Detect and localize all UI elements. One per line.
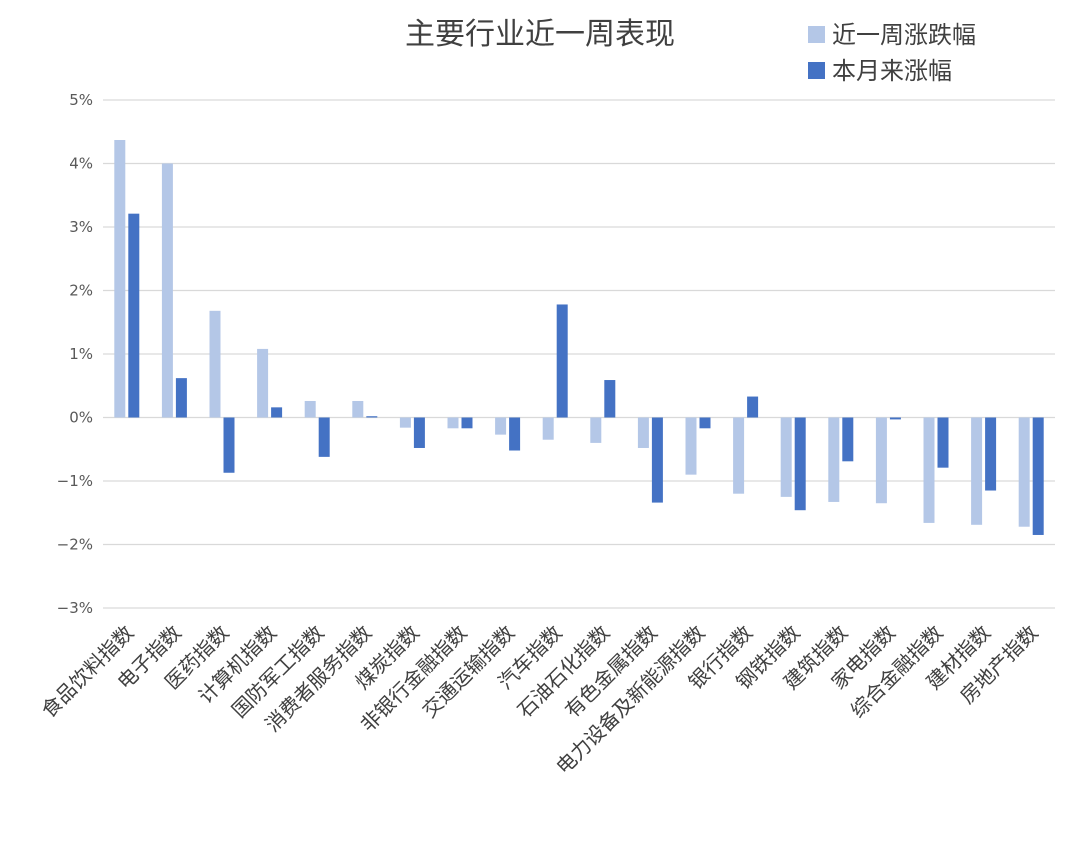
bar-series-1-4 — [304, 400, 316, 418]
bar-series-2-1 — [175, 378, 187, 418]
y-tick-label: −1% — [57, 472, 93, 490]
bar-series-1-17 — [923, 417, 935, 523]
x-axis-ticks: 食品饮料指数电子指数医药指数计算机指数国防军工指数消费者服务指数煤炭指数非银行金… — [37, 621, 1043, 779]
legend-label-1: 近一周涨跌幅 — [832, 21, 976, 49]
grid-lines — [103, 99, 1055, 609]
y-tick-label: 5% — [69, 91, 93, 109]
bar-series-1-16 — [875, 417, 887, 504]
bar-series-2-3 — [271, 407, 283, 418]
bar-series-1-6 — [399, 417, 411, 428]
bar-series-2-11 — [651, 417, 663, 503]
bar-series-1-18 — [971, 417, 983, 525]
bar-series-2-2 — [223, 417, 235, 473]
bar-series-1-5 — [352, 400, 364, 418]
bar-series-1-0 — [114, 140, 126, 418]
y-tick-label: 0% — [69, 409, 93, 427]
bar-series-1-9 — [542, 417, 554, 440]
bar-series-2-5 — [366, 416, 378, 418]
bar-series-2-14 — [794, 417, 806, 511]
y-tick-label: −3% — [57, 599, 93, 617]
bar-series-2-15 — [842, 417, 854, 462]
bar-series-2-8 — [509, 417, 521, 451]
bar-series-1-15 — [828, 417, 840, 502]
y-tick-label: −2% — [57, 536, 93, 554]
bar-series-2-7 — [461, 417, 473, 429]
y-tick-label: 4% — [69, 155, 93, 173]
y-tick-label: 1% — [69, 345, 93, 363]
bar-series-1-14 — [780, 417, 792, 497]
y-axis-ticks: 5% 4% 3% 2% 1% 0% −1% −2% −3% — [57, 91, 93, 617]
bar-series-2-6 — [413, 417, 425, 448]
y-tick-label: 3% — [69, 218, 93, 236]
bar-series-1-7 — [447, 417, 459, 429]
bar-series-1-13 — [733, 417, 745, 494]
bar-series-1-11 — [637, 417, 649, 448]
bar-series-2-17 — [937, 417, 949, 468]
bar-series-1-10 — [590, 417, 602, 443]
bar-series-2-13 — [747, 396, 759, 418]
bar-series-2-4 — [318, 417, 330, 457]
bar-series-1-3 — [257, 348, 269, 418]
chart-title: 主要行业近一周表现 — [405, 17, 675, 52]
bar-series-2-18 — [985, 417, 997, 491]
bar-series-2-19 — [1032, 417, 1044, 535]
bar-series-1-8 — [495, 417, 507, 435]
bar-series-2-0 — [128, 213, 140, 418]
y-tick-label: 2% — [69, 282, 93, 300]
bar-series-1-12 — [685, 417, 697, 475]
legend-swatch-2 — [808, 62, 825, 79]
bars — [114, 140, 1044, 535]
bar-series-1-1 — [161, 163, 173, 418]
bar-series-2-12 — [699, 417, 711, 429]
bar-series-2-9 — [556, 304, 568, 418]
legend-label-2: 本月来涨幅 — [832, 57, 952, 85]
legend-swatch-1 — [808, 26, 825, 43]
bar-series-2-10 — [604, 380, 616, 418]
bar-series-2-16 — [889, 417, 901, 420]
bar-series-1-2 — [209, 310, 221, 418]
bar-series-1-19 — [1018, 417, 1030, 527]
